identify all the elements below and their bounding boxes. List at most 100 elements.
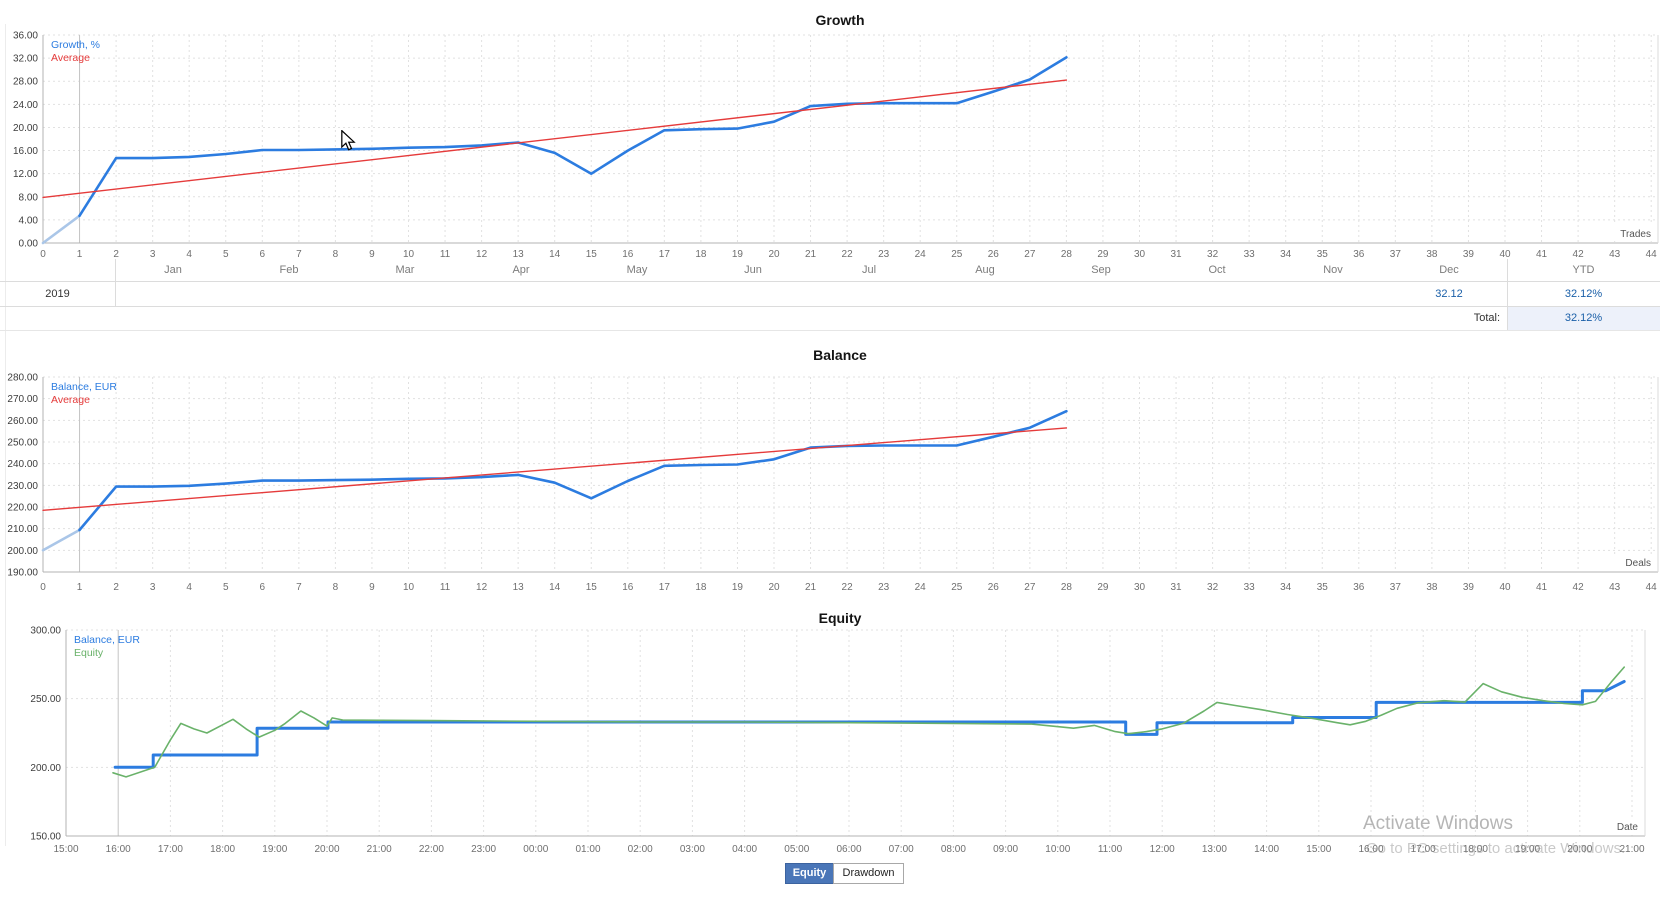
x-tick-label: 16:00 — [1358, 844, 1383, 855]
total-ytd-value: 32.12% — [1564, 312, 1603, 324]
x-tick-label: 14 — [549, 249, 561, 260]
series-line-equity — [112, 666, 1625, 778]
y-tick-label: 300.00 — [30, 626, 61, 637]
table-vline-year — [115, 259, 116, 306]
x-tick-label: 21 — [805, 249, 817, 260]
corner-label-bg — [1608, 225, 1656, 241]
x-tick-label: 19:00 — [1515, 844, 1540, 855]
x-tick-label: 19:00 — [262, 844, 287, 855]
y-tick-label: 4.00 — [19, 215, 39, 226]
series-line-balance-eur — [113, 680, 1626, 769]
month-header-dec: Dec — [1439, 264, 1459, 276]
series-line-growth- — [78, 56, 1068, 218]
legend-balance-eur: Balance, EUR — [74, 634, 140, 646]
x-tick-label: 32 — [1207, 249, 1219, 260]
legend-average: Average — [51, 394, 90, 406]
y-tick-label: 24.00 — [13, 100, 38, 111]
y-tick-label: 230.00 — [7, 481, 38, 492]
x-tick-label: 3 — [150, 249, 156, 260]
x-tick-label: 33 — [1244, 582, 1256, 593]
x-tick-label: 20:00 — [314, 844, 339, 855]
x-tick-label: 5 — [223, 249, 229, 260]
x-tick-label: 04:00 — [732, 844, 757, 855]
table-border-mid — [0, 306, 1660, 307]
x-tick-label: 39 — [1463, 249, 1475, 260]
y-tick-label: 32.00 — [13, 54, 38, 65]
x-tick-label: 15:00 — [53, 844, 78, 855]
x-tick-label: 22 — [842, 582, 854, 593]
month-header-may: May — [626, 264, 648, 276]
x-tick-label: 34 — [1280, 582, 1292, 593]
x-tick-label: 11 — [440, 249, 451, 260]
x-tick-label: 3 — [150, 582, 156, 593]
x-tick-label: 2 — [113, 249, 119, 260]
x-tick-label: 27 — [1024, 582, 1036, 593]
month-header-jun: Jun — [744, 264, 762, 276]
y-tick-label: 28.00 — [13, 77, 38, 88]
y-tick-label: 200.00 — [7, 546, 38, 557]
y-tick-label: 280.00 — [7, 373, 38, 384]
x-tick-label: 10:00 — [1045, 844, 1070, 855]
x-tick-label: 28 — [1061, 582, 1073, 593]
x-tick-label: 12 — [476, 582, 488, 593]
y-tick-label: 260.00 — [7, 416, 38, 427]
x-tick-label: 30 — [1134, 582, 1146, 593]
month-header-nov: Nov — [1323, 264, 1343, 276]
x-tick-label: 15 — [586, 249, 598, 260]
equity-chart-title: Equity — [818, 610, 862, 626]
x-tick-label: 24 — [915, 582, 927, 593]
ytd-growth-value: 32.12% — [1564, 288, 1603, 300]
x-tick-label: 9 — [369, 249, 375, 260]
x-tick-label: 40 — [1499, 249, 1511, 260]
y-tick-label: 240.00 — [7, 459, 38, 470]
x-tick-label: 24 — [915, 249, 927, 260]
x-tick-label: 20 — [768, 249, 780, 260]
x-tick-label: 12 — [476, 249, 488, 260]
legend-average: Average — [51, 52, 90, 64]
y-tick-label: 20.00 — [13, 123, 38, 134]
x-tick-label: 33 — [1244, 249, 1256, 260]
legend-growth-: Growth, % — [51, 39, 100, 51]
x-tick-label: 16:00 — [106, 844, 131, 855]
y-tick-label: 220.00 — [7, 503, 38, 514]
x-tick-label: 31 — [1170, 249, 1182, 260]
drawdown-tab-button[interactable]: Drawdown — [833, 863, 904, 884]
x-tick-label: 4 — [186, 249, 192, 260]
x-tick-label: 11 — [440, 582, 451, 593]
page-left-border — [5, 24, 6, 846]
x-tick-label: 1 — [77, 249, 83, 260]
year-label: 2019 — [45, 288, 70, 300]
x-tick-label: 11:00 — [1098, 844, 1123, 855]
x-tick-label: 1 — [77, 582, 83, 593]
month-header-apr: Apr — [512, 264, 530, 276]
month-header-sep: Sep — [1091, 264, 1111, 276]
month-header-jan: Jan — [164, 264, 182, 276]
x-tick-label: 17:00 — [158, 844, 183, 855]
x-tick-label: 0 — [40, 249, 46, 260]
x-tick-label: 12:00 — [1150, 844, 1175, 855]
x-tick-label: 21:00 — [1619, 844, 1644, 855]
x-tick-label: 13 — [513, 249, 525, 260]
x-tick-label: 16 — [622, 249, 634, 260]
y-tick-label: 0.00 — [19, 239, 39, 250]
y-tick-label: 200.00 — [30, 763, 61, 774]
table-vline-ytd — [1507, 259, 1508, 330]
x-tick-label: 8 — [333, 249, 339, 260]
x-tick-label: 14:00 — [1254, 844, 1279, 855]
x-tick-label: 30 — [1134, 249, 1146, 260]
table-border-bottom — [0, 330, 1660, 331]
x-tick-label: 22 — [842, 249, 854, 260]
x-tick-label: 36 — [1353, 582, 1365, 593]
x-tick-label: 23 — [878, 249, 890, 260]
x-tick-label: 21:00 — [367, 844, 392, 855]
corner-label-bg — [1608, 554, 1656, 570]
x-tick-label: 01:00 — [575, 844, 600, 855]
y-tick-label: 210.00 — [7, 524, 38, 535]
deals-axis-label: Deals — [1625, 558, 1651, 569]
x-tick-label: 26 — [988, 582, 1000, 593]
x-tick-label: 7 — [296, 249, 302, 260]
series-line-average — [42, 427, 1068, 511]
total-ytd-cell-bg — [1507, 307, 1660, 330]
equity-tab-button[interactable]: Equity — [785, 863, 834, 884]
